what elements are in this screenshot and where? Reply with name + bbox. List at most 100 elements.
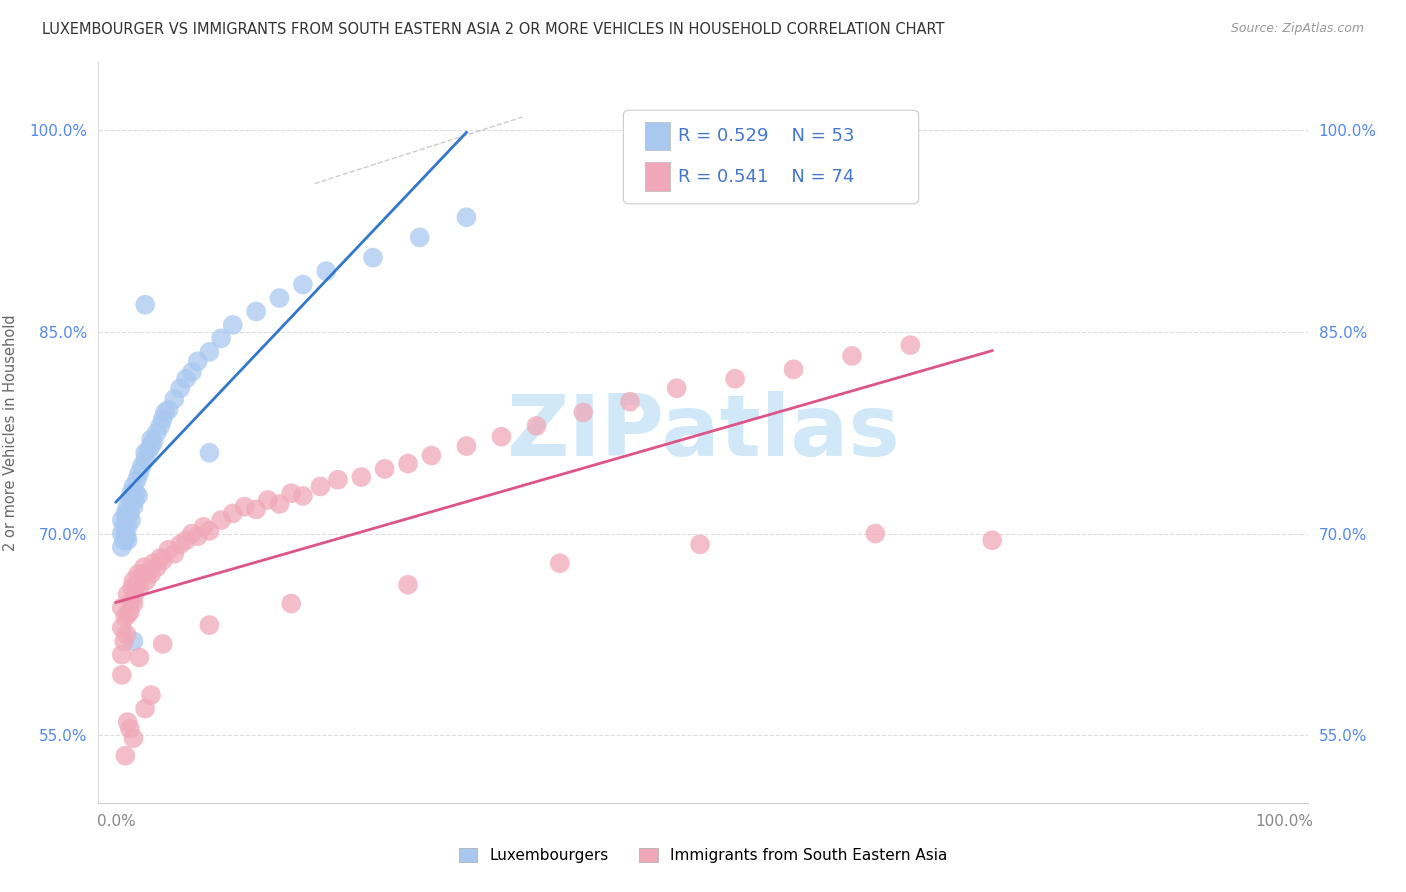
Point	[146, 560, 169, 574]
Point	[118, 507, 141, 521]
Point	[139, 433, 162, 447]
Point	[198, 344, 221, 359]
Point	[128, 466, 150, 480]
Point	[139, 439, 162, 453]
Point	[280, 597, 302, 611]
Point	[120, 594, 142, 608]
Point	[120, 486, 142, 500]
Point	[689, 537, 711, 551]
Point	[138, 443, 160, 458]
Point	[619, 394, 641, 409]
Point	[139, 566, 162, 581]
Point	[122, 500, 145, 514]
Point	[125, 486, 148, 500]
Point	[122, 597, 145, 611]
Point	[291, 489, 314, 503]
Text: R = 0.529    N = 53: R = 0.529 N = 53	[678, 127, 855, 145]
Point	[163, 547, 186, 561]
Point	[548, 556, 571, 570]
Point	[127, 489, 149, 503]
Point	[361, 251, 384, 265]
Point	[491, 430, 513, 444]
Point	[280, 486, 302, 500]
Point	[111, 621, 134, 635]
Point	[256, 492, 278, 507]
Point	[142, 556, 165, 570]
Point	[152, 553, 174, 567]
Point	[122, 634, 145, 648]
Point	[456, 211, 478, 225]
Point	[198, 618, 221, 632]
Point	[222, 318, 245, 332]
Point	[114, 507, 136, 521]
Point	[111, 526, 134, 541]
Point	[198, 446, 221, 460]
Legend: Luxembourgers, Immigrants from South Eastern Asia: Luxembourgers, Immigrants from South Eas…	[453, 842, 953, 869]
Point	[134, 446, 156, 460]
Point	[125, 473, 148, 487]
Point	[326, 473, 349, 487]
Point	[115, 627, 138, 641]
Point	[131, 459, 153, 474]
Y-axis label: 2 or more Vehicles in Household: 2 or more Vehicles in Household	[3, 314, 18, 551]
Point	[193, 520, 215, 534]
Point	[149, 550, 172, 565]
Point	[111, 513, 134, 527]
Point	[132, 560, 155, 574]
Point	[127, 566, 149, 581]
Point	[138, 564, 160, 578]
Point	[841, 349, 863, 363]
Point	[120, 513, 142, 527]
Point	[117, 587, 139, 601]
Point	[122, 479, 145, 493]
Point	[898, 338, 921, 352]
Point	[169, 537, 191, 551]
Point	[115, 510, 138, 524]
Point	[572, 405, 595, 419]
Point	[117, 520, 139, 534]
Point	[121, 581, 143, 595]
Point	[134, 452, 156, 467]
Point	[157, 542, 180, 557]
Point	[114, 610, 136, 624]
Point	[117, 607, 139, 622]
Point	[125, 578, 148, 592]
Point	[112, 634, 135, 648]
Point	[139, 688, 162, 702]
Point	[456, 439, 478, 453]
Point	[420, 449, 443, 463]
Point	[174, 372, 197, 386]
Point	[146, 425, 169, 440]
Point	[233, 500, 256, 514]
Text: LUXEMBOURGER VS IMMIGRANTS FROM SOUTH EASTERN ASIA 2 OR MORE VEHICLES IN HOUSEHO: LUXEMBOURGER VS IMMIGRANTS FROM SOUTH EA…	[42, 22, 945, 37]
Point	[782, 362, 804, 376]
Point	[865, 526, 887, 541]
Point	[152, 412, 174, 426]
Point	[142, 435, 165, 450]
Point	[124, 587, 146, 601]
Point	[180, 365, 202, 379]
Point	[111, 540, 134, 554]
Text: ZIPatlas: ZIPatlas	[506, 391, 900, 475]
Point	[118, 722, 141, 736]
Point	[163, 392, 186, 406]
Point	[209, 513, 232, 527]
Point	[174, 533, 197, 548]
Point	[128, 581, 150, 595]
Point	[152, 637, 174, 651]
Point	[134, 701, 156, 715]
Point	[350, 470, 373, 484]
Point	[112, 520, 135, 534]
Point	[153, 405, 176, 419]
Point	[269, 291, 291, 305]
Point	[128, 650, 150, 665]
Point	[222, 507, 245, 521]
Point	[117, 714, 139, 729]
Text: Source: ZipAtlas.com: Source: ZipAtlas.com	[1230, 22, 1364, 36]
Point	[724, 372, 747, 386]
Point	[118, 492, 141, 507]
Point	[198, 524, 221, 538]
Text: R = 0.541    N = 74: R = 0.541 N = 74	[678, 168, 855, 186]
Point	[981, 533, 1004, 548]
Point	[112, 533, 135, 548]
